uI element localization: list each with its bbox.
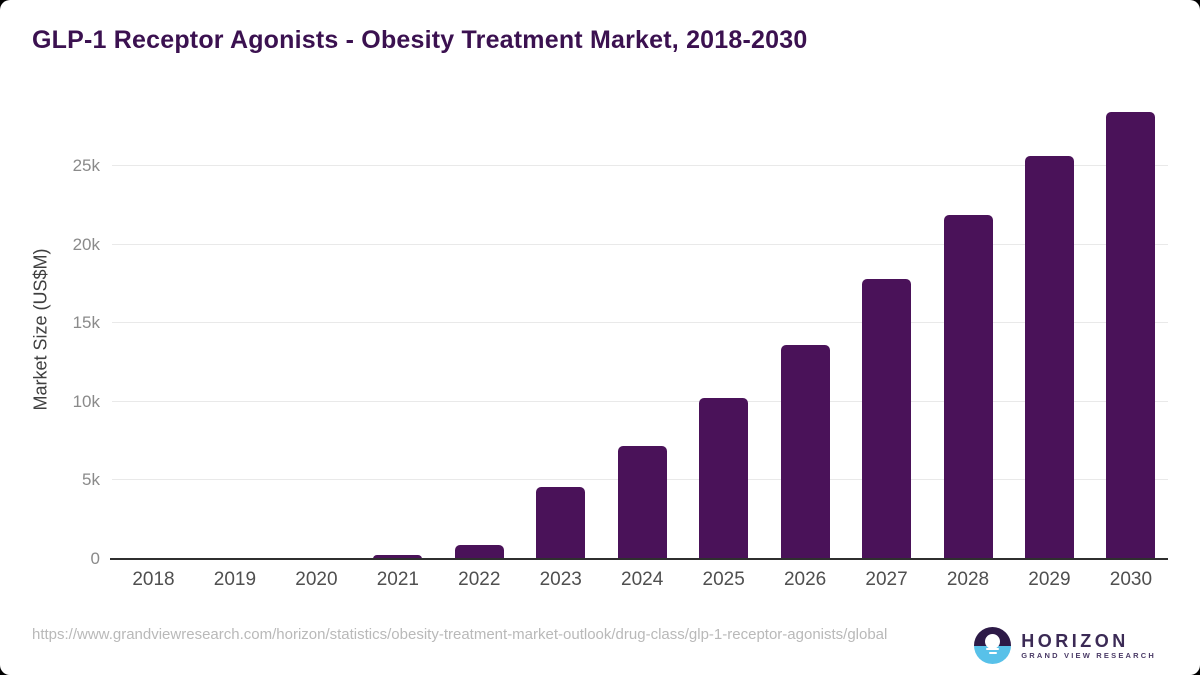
- x-tick-label-2023: 2023: [539, 569, 582, 590]
- logo-reflection-line: [986, 647, 1000, 650]
- x-tick-label-2020: 2020: [295, 569, 338, 590]
- y-tick-label-0: 0: [90, 549, 100, 568]
- logo-reflection-line: [988, 652, 997, 654]
- gridline-20k: [112, 243, 1168, 245]
- x-tick-label-2029: 2029: [1028, 569, 1071, 590]
- horizon-sun-icon: [974, 627, 1012, 664]
- bar-2024: [617, 445, 667, 559]
- horizon-logo: HORIZON GRAND VIEW RESEARCH: [974, 627, 1156, 664]
- x-tick-label-2027: 2027: [865, 569, 908, 590]
- bar-2022: [454, 544, 504, 559]
- logo-text: HORIZON GRAND VIEW RESEARCH: [1021, 631, 1156, 661]
- x-tick-label-2030: 2030: [1109, 569, 1153, 590]
- plot-area: [110, 100, 1168, 560]
- bar-2027: [862, 279, 912, 559]
- bar-2028: [943, 214, 993, 559]
- bar-2029: [1024, 155, 1074, 559]
- y-tick-label-20k: 20k: [72, 234, 100, 254]
- x-tick-label-2028: 2028: [946, 569, 990, 590]
- y-tick-label-25k: 25k: [72, 156, 100, 176]
- logo-sub-brand: GRAND VIEW RESEARCH: [1021, 650, 1156, 660]
- chart-title: GLP-1 Receptor Agonists - Obesity Treatm…: [32, 26, 808, 54]
- y-axis-tick-labels: 0 5k 10k 15k 20k 25k: [0, 100, 100, 568]
- logo-sun-shape: [985, 634, 1001, 649]
- logo-sea-half: [974, 645, 1012, 664]
- x-tick-label-2021: 2021: [376, 569, 419, 590]
- bar-2030: [1106, 111, 1156, 559]
- y-tick-label-5k: 5k: [82, 470, 100, 490]
- bar-2021: [373, 555, 423, 559]
- footer: https://www.grandviewresearch.com/horizo…: [0, 617, 1200, 675]
- x-tick-label-2025: 2025: [702, 569, 745, 590]
- gridline-15k: [112, 322, 1168, 324]
- x-tick-label-2018: 2018: [132, 569, 175, 590]
- x-axis-tick-labels: 2018 2019 2020 2021 2022 2023 2024 2025 2026 2027…: [112, 569, 1168, 599]
- y-tick-label-10k: 10k: [72, 391, 100, 411]
- bar-2026: [780, 345, 830, 559]
- x-tick-label-2024: 2024: [621, 569, 664, 590]
- x-tick-label-2026: 2026: [783, 569, 827, 590]
- logo-brand-name: HORIZON: [1021, 630, 1129, 651]
- gridline-25k: [112, 165, 1168, 167]
- x-tick-label-2022: 2022: [458, 569, 501, 590]
- gridline-10k: [112, 400, 1168, 402]
- x-tick-label-2019: 2019: [213, 569, 257, 590]
- source-url: https://www.grandviewresearch.com/horizo…: [32, 626, 888, 643]
- x-axis-line: [110, 558, 1168, 560]
- bar-2023: [536, 487, 586, 559]
- y-tick-label-15k: 15k: [72, 313, 100, 333]
- bar-2025: [699, 397, 749, 559]
